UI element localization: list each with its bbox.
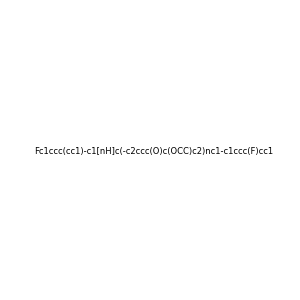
Text: Fc1ccc(cc1)-c1[nH]c(-c2ccc(O)c(OCC)c2)nc1-c1ccc(F)cc1: Fc1ccc(cc1)-c1[nH]c(-c2ccc(O)c(OCC)c2)nc…: [34, 147, 273, 156]
